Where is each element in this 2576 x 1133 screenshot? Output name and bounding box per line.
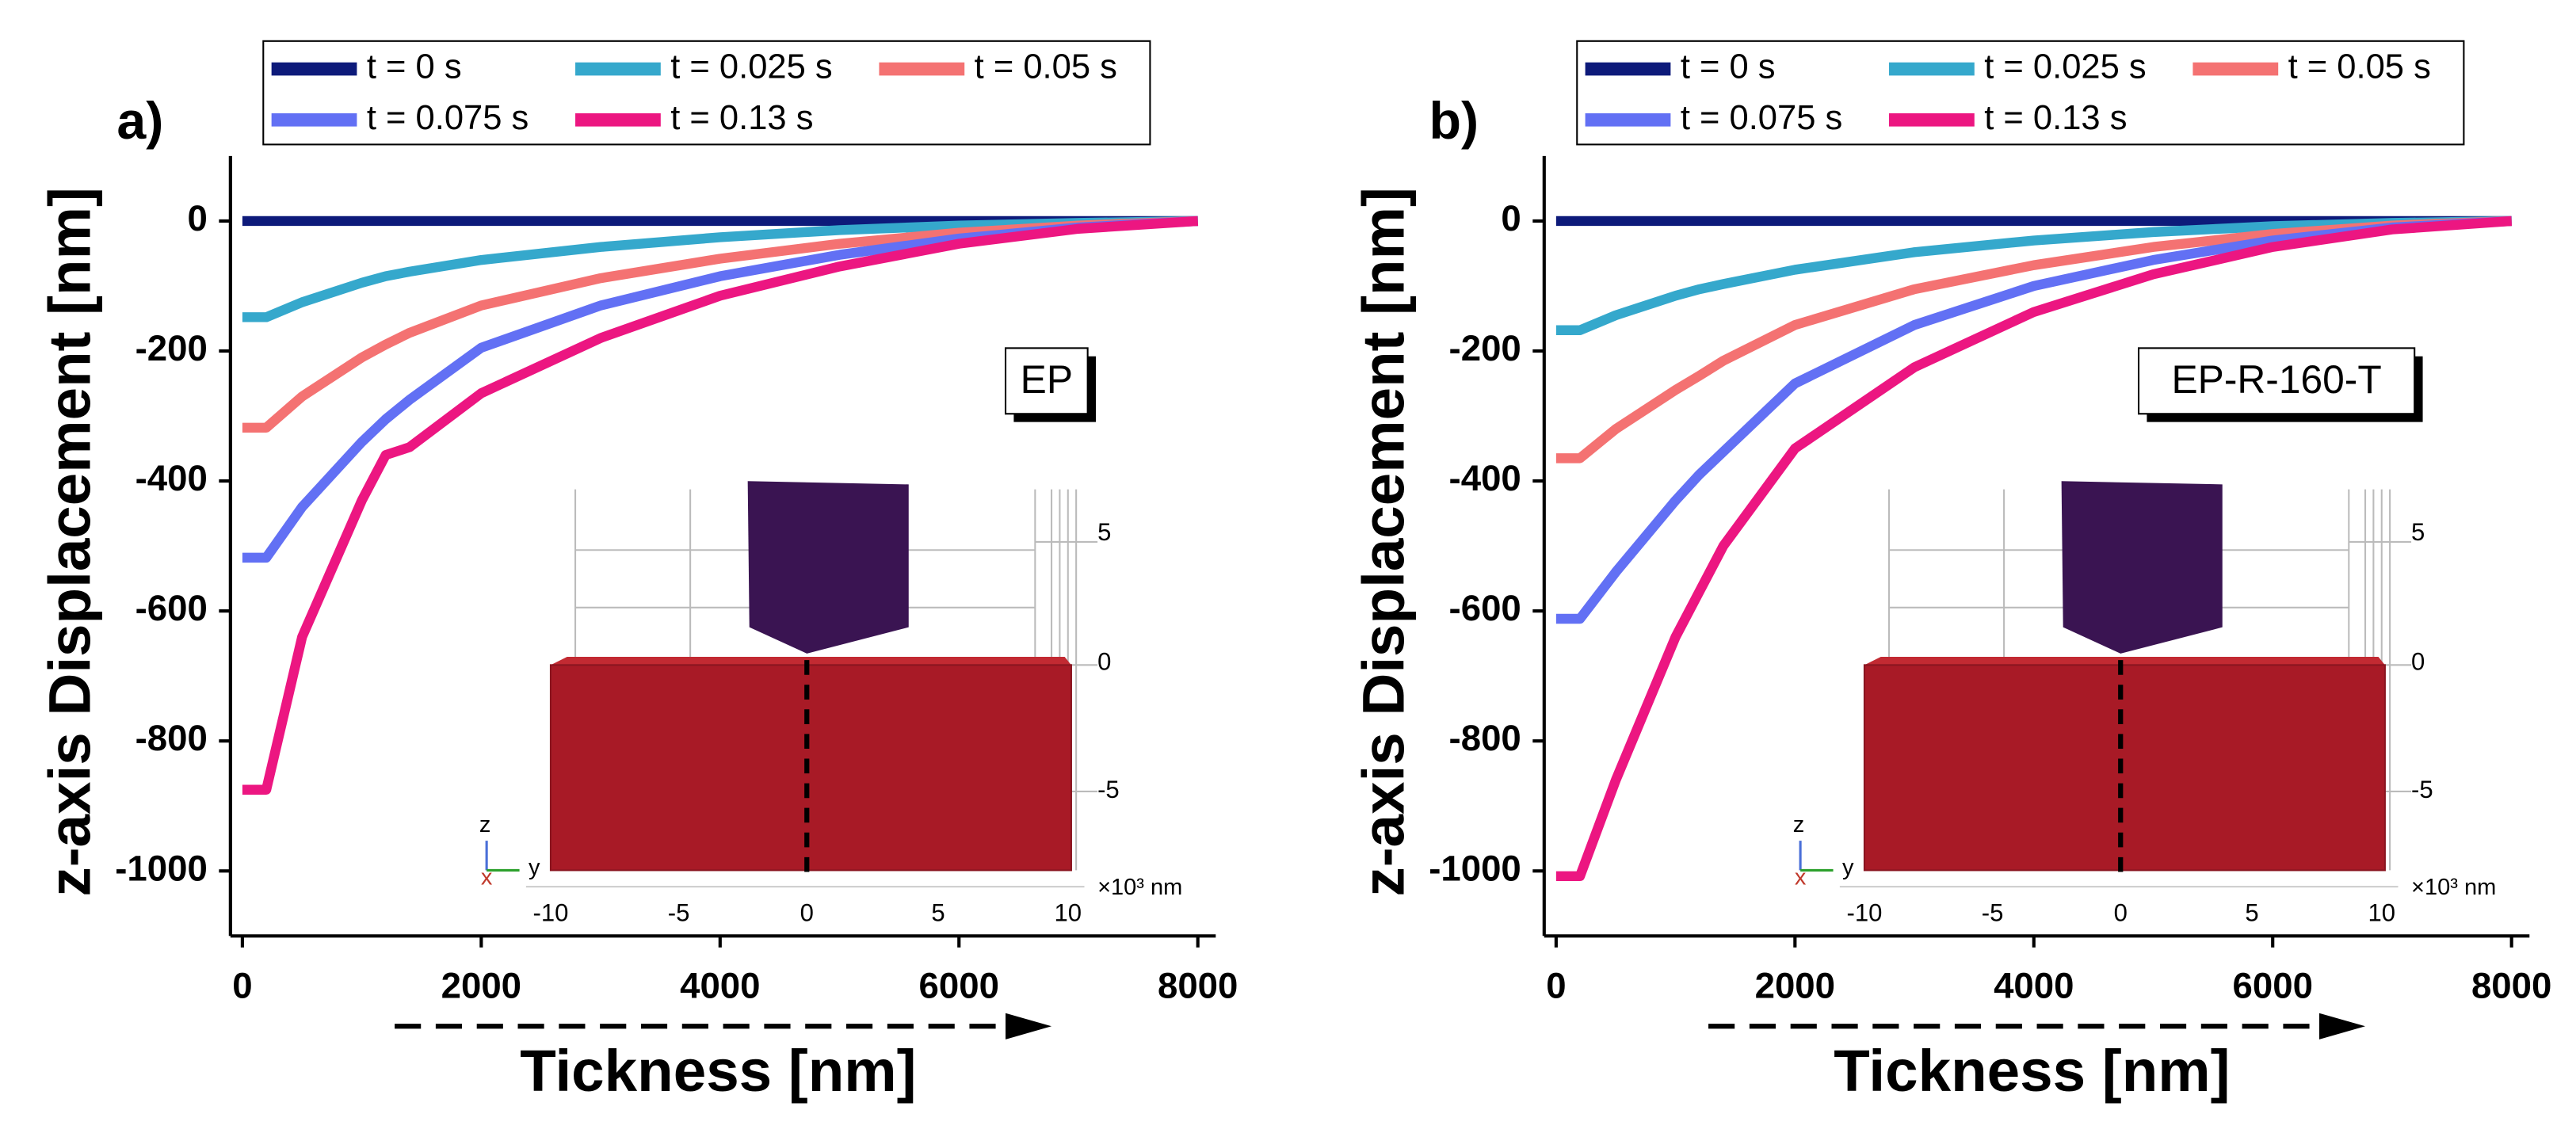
legend-label: t = 0 s bbox=[367, 48, 462, 86]
inset-axis-label: x bbox=[1795, 864, 1807, 890]
x-tick-label: 2000 bbox=[1755, 966, 1835, 1006]
inset-x-label: -5 bbox=[668, 899, 690, 927]
arrow-head bbox=[1006, 1013, 1052, 1040]
y-tick-label: -1000 bbox=[1429, 848, 1521, 888]
annotation-frame bbox=[2138, 347, 2416, 415]
inset-z-label: 0 bbox=[1097, 647, 1111, 675]
inset-z-label: 0 bbox=[2411, 647, 2425, 675]
inset-z-label: -5 bbox=[2411, 776, 2433, 803]
annotation: EP bbox=[1021, 357, 1073, 402]
legend-label: t = 0.025 s bbox=[670, 48, 832, 86]
inset-x-label: 0 bbox=[800, 899, 814, 927]
inset-unit: ×10³ nm bbox=[1097, 875, 1182, 900]
inset-axis-label: x bbox=[481, 864, 493, 890]
legend-label: t = 0 s bbox=[1681, 48, 1776, 86]
x-tick-label: 4000 bbox=[680, 966, 760, 1006]
panel: 5 0 -5 -10 -5 0 5 10 ×10³ nm z y x -1000 -800 -600 -400… bbox=[1350, 40, 2551, 1104]
x-tick-label: 2000 bbox=[441, 966, 521, 1006]
x-axis-title: Tickness [nm] bbox=[1834, 1037, 2230, 1104]
x-tick-label: 0 bbox=[1546, 966, 1566, 1006]
inset-x-label: 5 bbox=[2245, 899, 2258, 927]
x-tick-label: 0 bbox=[232, 966, 252, 1006]
inset-x-label: 10 bbox=[1055, 899, 1082, 927]
inset-x-label: -10 bbox=[533, 899, 569, 927]
legend-frame bbox=[262, 40, 1151, 146]
panel: 5 0 -5 -10 -5 0 5 10 ×10³ nm z y x -1000 -800 -600 -400… bbox=[36, 40, 1238, 1104]
annotation-box: EP bbox=[1004, 347, 1097, 422]
series-line bbox=[1555, 216, 2512, 464]
inset: 5 0 -5 -10 -5 0 5 10 ×10³ nm z y x bbox=[1793, 481, 2496, 927]
legend: t = 0 s t = 0.025 s t = 0.05 s t = 0.075 s t… bbox=[262, 40, 1151, 146]
series-line bbox=[1555, 216, 2513, 624]
inset-axis-label: y bbox=[529, 855, 540, 880]
substrate-top bbox=[550, 656, 1071, 666]
y-axis-title: z-axis Displacement [nm] bbox=[1350, 187, 1417, 896]
inset-z-label: 5 bbox=[1097, 518, 1111, 546]
y-tick-label: 0 bbox=[1501, 198, 1521, 238]
y-axis-title: z-axis Displacement [nm] bbox=[36, 187, 103, 896]
annotation-frame bbox=[1004, 347, 1089, 415]
inset-x-label: -10 bbox=[1846, 899, 1882, 927]
legend-label: t = 0.05 s bbox=[975, 48, 1117, 86]
y-tick-label: -600 bbox=[135, 588, 208, 628]
annotation: EP-R-160-T bbox=[2172, 357, 2382, 402]
inset-axis-label: y bbox=[1842, 855, 1854, 880]
y-tick-label: 0 bbox=[187, 198, 207, 238]
indenter bbox=[2061, 481, 2223, 654]
panel-label: b) bbox=[1429, 92, 1479, 151]
substrate-top bbox=[1864, 656, 2385, 666]
legend-label: t = 0.05 s bbox=[2288, 48, 2431, 86]
y-tick-label: -400 bbox=[1449, 458, 1521, 498]
series-line bbox=[1555, 216, 2513, 882]
legend-label: t = 0.13 s bbox=[670, 99, 813, 137]
x-tick-label: 6000 bbox=[919, 966, 999, 1006]
legend: t = 0 s t = 0.025 s t = 0.05 s t = 0.075 s t… bbox=[1576, 40, 2465, 146]
series-line bbox=[242, 216, 1199, 563]
inset-axis-label: z bbox=[1793, 812, 1805, 837]
legend-frame bbox=[1576, 40, 2465, 146]
arrow-head bbox=[2319, 1013, 2366, 1040]
inset-axis-label: z bbox=[479, 812, 491, 837]
inset: 5 0 -5 -10 -5 0 5 10 ×10³ nm z y x bbox=[479, 481, 1182, 927]
inset-z-label: 5 bbox=[2411, 518, 2425, 546]
series-line bbox=[242, 216, 1199, 795]
inset-x-label: 0 bbox=[2114, 899, 2128, 927]
y-tick-label: -200 bbox=[1449, 328, 1521, 368]
inset-z-label: -5 bbox=[1097, 776, 1120, 803]
x-axis-title: Tickness [nm] bbox=[520, 1037, 916, 1104]
inset-x-label: 10 bbox=[2368, 899, 2395, 927]
legend-label: t = 0.13 s bbox=[1984, 99, 2127, 137]
panel-label: a) bbox=[116, 92, 163, 151]
y-tick-label: -200 bbox=[135, 328, 208, 368]
substrate bbox=[549, 664, 1072, 872]
substrate bbox=[1863, 664, 2386, 872]
inset-x-label: -5 bbox=[1982, 899, 2004, 927]
y-tick-label: -600 bbox=[1449, 588, 1521, 628]
y-tick-label: -1000 bbox=[115, 848, 208, 888]
y-tick-label: -800 bbox=[1449, 718, 1521, 758]
x-tick-label: 6000 bbox=[2233, 966, 2313, 1006]
series-line bbox=[242, 216, 1198, 322]
series-line bbox=[242, 216, 1198, 433]
y-tick-label: -800 bbox=[135, 718, 208, 758]
legend-label: t = 0.025 s bbox=[1984, 48, 2146, 86]
legend-label: t = 0.075 s bbox=[367, 99, 529, 137]
x-tick-label: 8000 bbox=[1158, 966, 1238, 1006]
inset-unit: ×10³ nm bbox=[2411, 875, 2496, 900]
annotation-box: EP-R-160-T bbox=[2138, 347, 2423, 422]
legend-label: t = 0.075 s bbox=[1681, 99, 1842, 137]
x-tick-label: 4000 bbox=[1994, 966, 2074, 1006]
indenter bbox=[747, 481, 909, 654]
series-line bbox=[1555, 216, 2512, 335]
y-tick-label: -400 bbox=[135, 458, 208, 498]
x-tick-label: 8000 bbox=[2471, 966, 2551, 1006]
inset-x-label: 5 bbox=[931, 899, 945, 927]
